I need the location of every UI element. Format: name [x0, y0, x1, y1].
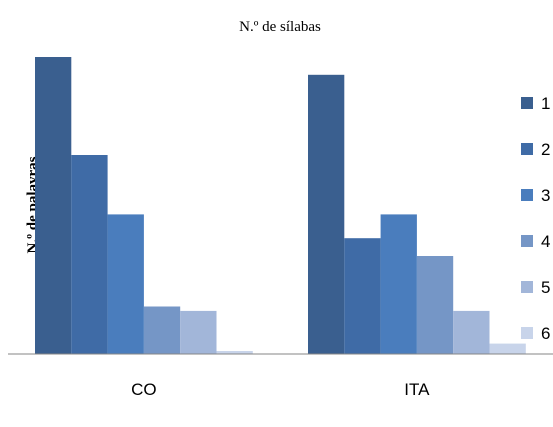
bar-co-series-4 [143, 306, 181, 354]
legend-label-6: 6 [541, 324, 550, 343]
legend-label-4: 4 [541, 232, 550, 251]
bar-ita-series-1 [308, 74, 345, 355]
bar-ita-series-3 [380, 214, 417, 354]
chart-title: N.º de sílabas [239, 19, 321, 35]
legend-swatch-1 [521, 97, 533, 109]
bar-ita-series-6 [489, 343, 526, 354]
category-label-ita: ITA [404, 380, 430, 399]
bar-co-series-5 [180, 310, 217, 354]
legend-label-3: 3 [541, 186, 550, 205]
legend-swatch-5 [521, 281, 533, 293]
legend-label-1: 1 [541, 94, 550, 113]
bar-co-series-3 [107, 214, 144, 354]
bar-ita-series-2 [344, 238, 381, 354]
bar-ita-series-5 [453, 310, 490, 354]
legend-label-5: 5 [541, 278, 550, 297]
bar-co-series-2 [71, 155, 108, 354]
legend-swatch-6 [521, 327, 533, 339]
category-label-co: CO [131, 380, 157, 399]
bar-co-series-6 [216, 351, 253, 354]
legend-swatch-2 [521, 143, 533, 155]
legend-swatch-3 [521, 189, 533, 201]
category-labels: CO ITA [131, 380, 430, 399]
bar-co-series-1 [35, 57, 72, 354]
legend: 1 2 3 4 5 6 [521, 94, 550, 343]
legend-swatch-4 [521, 235, 533, 247]
legend-label-2: 2 [541, 140, 550, 159]
bars-group [35, 57, 526, 355]
bar-ita-series-4 [416, 256, 454, 354]
